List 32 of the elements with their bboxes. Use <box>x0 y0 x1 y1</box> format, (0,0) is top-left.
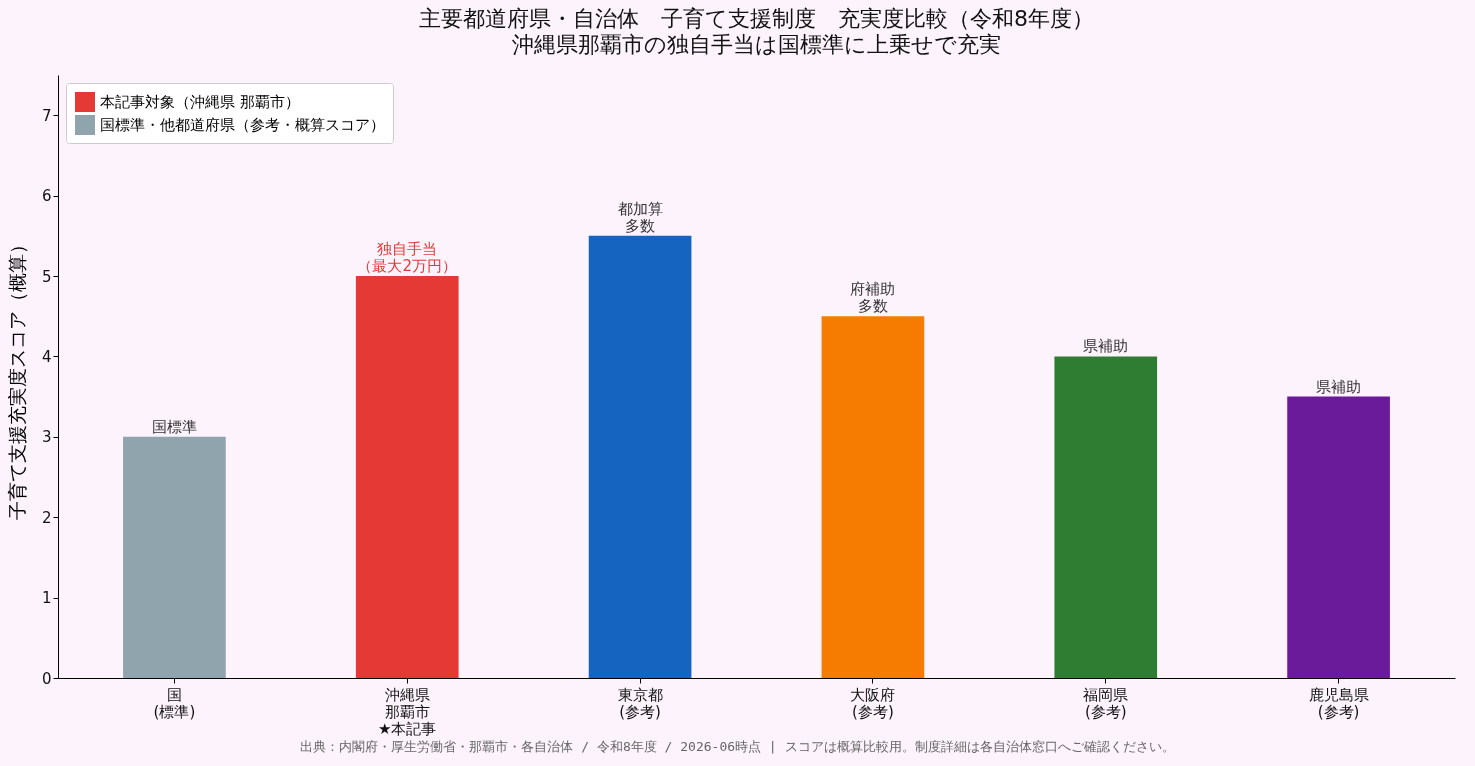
x-tick-label: 福岡県(参考) <box>1083 685 1129 721</box>
bar <box>1287 396 1390 678</box>
text: 都加算多数 <box>617 199 663 235</box>
chart-subtitle: 沖縄県那覇市の独自手当は国標準に上乗せで充実 <box>512 32 1001 57</box>
text: 独自手当（最大2万円） <box>357 240 458 275</box>
text: 県補助 <box>1083 337 1129 356</box>
bar <box>123 436 226 678</box>
bar <box>821 316 925 678</box>
legend-label: 国標準・他都道府県（参考・概算スコア） <box>100 116 385 134</box>
y-tick-label: 3 <box>41 428 52 447</box>
text: 県補助 <box>1316 377 1362 396</box>
y-tick-label: 7 <box>41 106 52 125</box>
x-tick-label: 東京都(参考) <box>617 685 663 721</box>
y-tick-label: 5 <box>41 267 52 286</box>
chart-title: 主要都道府県・自治体 子育て支援制度 充実度比較（令和8年度） <box>419 6 1094 31</box>
bar <box>1054 356 1158 678</box>
y-tick-label: 4 <box>41 347 52 366</box>
bar <box>588 235 692 678</box>
y-axis-title: 子育て支援充実度スコア（概算） <box>5 234 28 520</box>
source-note: 出典：内閣府・厚生労働省・那覇市・各自治体 / 令和8年度 / 2026-06時点 | スコアは概算比較用。制度詳細は各自治体窓口へご確認ください。 <box>299 738 1176 756</box>
bar <box>355 276 459 678</box>
x-tick-label: 鹿児島県(参考) <box>1308 685 1369 721</box>
legend-label: 本記事対象（沖縄県 那覇市） <box>100 93 300 111</box>
x-tick-label: 国(標準) <box>153 685 196 721</box>
y-tick-label: 2 <box>41 508 52 527</box>
x-tick-label: 大阪府(参考) <box>850 685 896 721</box>
y-tick-label: 6 <box>41 187 52 206</box>
y-tick-label: 1 <box>41 589 52 608</box>
text: 府補助多数 <box>850 280 896 316</box>
x-tick-label: 沖縄県那覇市★本記事 <box>378 685 437 738</box>
y-tick-label: 0 <box>41 669 52 688</box>
text: 国標準 <box>151 417 197 436</box>
